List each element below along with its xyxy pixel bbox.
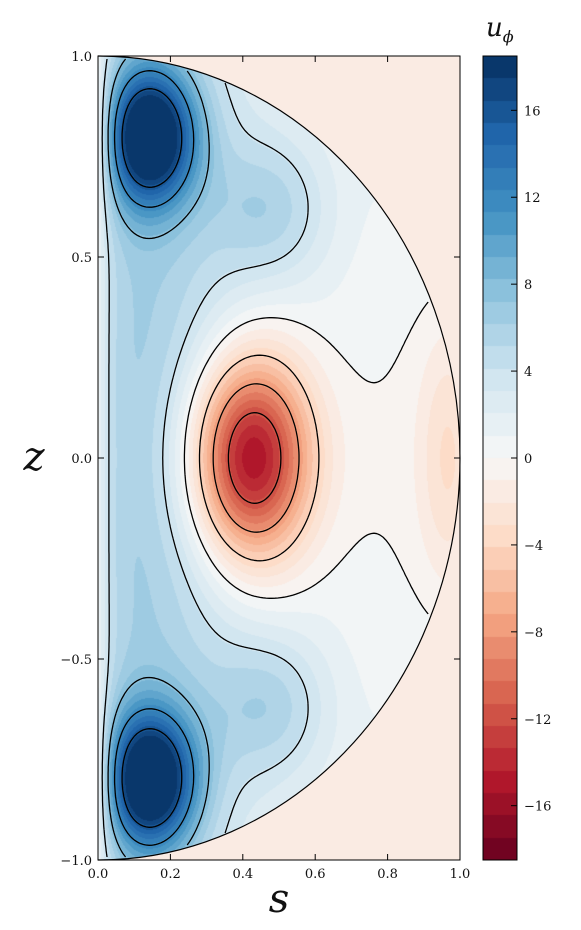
contour-level-0	[183, 301, 429, 615]
y-axis-label: z	[22, 434, 45, 480]
x-tick-label: 1.0	[450, 867, 471, 882]
x-tick-label: 0.6	[305, 867, 326, 882]
y-tick-label: −0.5	[60, 653, 92, 668]
contour-level-neg12	[227, 412, 282, 504]
y-tick-label: 0.0	[71, 452, 92, 467]
colorbar-tick-label: 8	[524, 278, 532, 293]
x-tick-label: 0.2	[160, 867, 181, 882]
x-axis-label: s	[269, 876, 290, 922]
contour-level-8	[107, 58, 210, 858]
y-tick-label: 1.0	[71, 50, 92, 65]
colorbar-tick-label: 0	[524, 452, 532, 467]
x-tick-label: 0.0	[88, 867, 109, 882]
colorbar-title: uϕ	[486, 13, 514, 46]
x-tick-label: 0.4	[232, 867, 253, 882]
contour-level-12	[113, 70, 195, 846]
colorbar-tick-label: 16	[524, 104, 541, 119]
x-tick-label: 0.8	[377, 867, 398, 882]
contour-level-neg4	[198, 354, 320, 562]
y-axis-ticks: −1.0 −0.5 0.0 0.5 1.0	[60, 50, 460, 869]
x-axis-ticks: 0.0 0.2 0.4 0.6 0.8 1.0	[88, 56, 471, 882]
colorbar-tick-label: 4	[524, 365, 532, 380]
colorbar-tick-label: −12	[524, 713, 551, 728]
contour-lines	[101, 58, 429, 858]
colorbar-tick-label: −4	[524, 539, 543, 554]
contour-level-neg8	[212, 383, 300, 533]
colorbar-title-subscript: ϕ	[503, 27, 514, 46]
contour-level-4	[101, 59, 309, 857]
y-tick-label: 0.5	[71, 251, 92, 266]
colorbar-ticks: −16 −12 −8 −4 0 4 8 12 16	[511, 104, 551, 815]
colorbar-tick-label: 12	[524, 191, 541, 206]
colorbar-title-main: u	[486, 13, 503, 43]
contour-level-16	[121, 88, 183, 828]
y-tick-label: −1.0	[60, 854, 92, 869]
colorbar-tick-label: −16	[524, 800, 551, 815]
heatmap-field	[98, 56, 460, 860]
colorbar-tick-label: −8	[524, 626, 543, 641]
